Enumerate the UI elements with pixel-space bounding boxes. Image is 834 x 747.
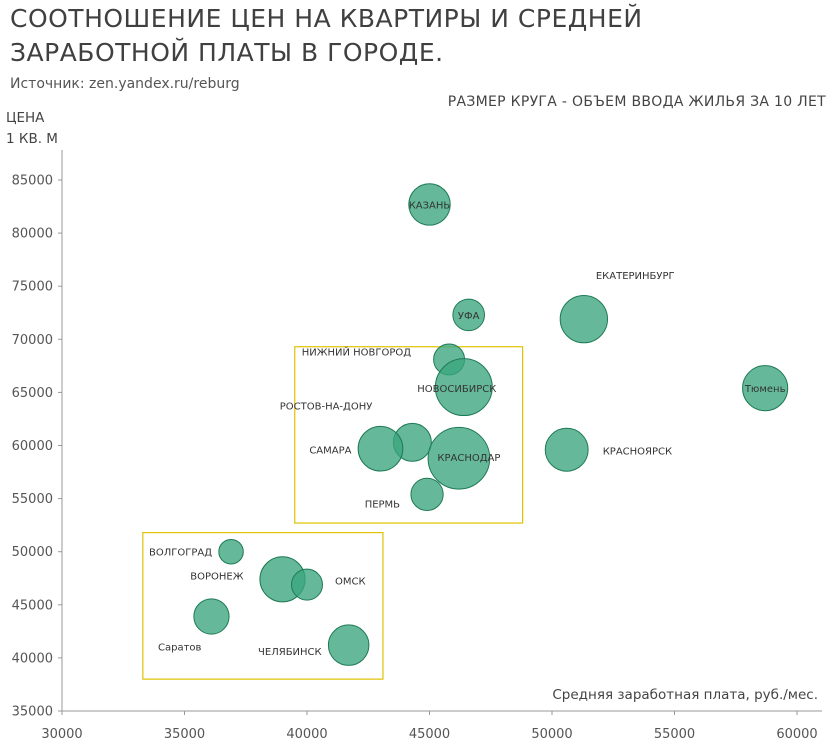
bubble-point: [452, 298, 486, 332]
bubble-point: [408, 183, 451, 226]
bubble-point: [544, 427, 589, 472]
y-tick-label: 60000: [12, 439, 53, 454]
bubble-label: НИЖНИЙ НОВГОРОД: [302, 345, 412, 358]
bubble-label: ВОРОНЕЖ: [190, 571, 243, 582]
x-tick-label: 45000: [409, 727, 450, 742]
bubble-label: ВОЛГОГРАД: [149, 548, 212, 559]
bubble-point: [742, 365, 789, 412]
x-tick-label: 50000: [531, 727, 572, 742]
y-axis-label-line2: 1 КВ. М: [6, 131, 58, 147]
y-tick-label: 85000: [12, 174, 53, 189]
bubble-point: [218, 538, 244, 565]
bubble-point: [193, 598, 230, 635]
bubble-point: [434, 358, 493, 417]
bubble-size-note: РАЗМЕР КРУГА - ОБЪЕМ ВВОДА ЖИЛЬЯ ЗА 10 Л…: [447, 94, 826, 110]
group-box-lower-group: [142, 531, 384, 680]
bubble-label: ЧЕЛЯБИНСК: [258, 647, 322, 658]
bubble-point: [291, 568, 323, 601]
x-tick-label: 60000: [776, 727, 817, 742]
bubble-point: [357, 425, 404, 472]
y-tick-label: 35000: [12, 705, 53, 720]
x-axis-label: Средняя заработная плата, руб./мес.: [552, 687, 818, 703]
y-tick-label: 55000: [12, 492, 53, 507]
bubble-point: [327, 624, 370, 666]
source-note: Источник: zen.yandex.ru/reburg: [10, 76, 240, 92]
y-axis-label: ЦЕНА 1 КВ. М: [6, 108, 58, 150]
y-tick-label: 80000: [12, 227, 53, 242]
y-tick-label: 70000: [12, 333, 53, 348]
bubble-label: НОВОСИБИРСК: [417, 384, 496, 395]
bubble-point: [427, 426, 491, 490]
bubble-label: РОСТОВ-НА-ДОНУ: [280, 401, 373, 412]
y-axis-label-line1: ЦЕНА: [6, 110, 45, 126]
x-tick-label: 30000: [41, 727, 82, 742]
y-tick-label: 40000: [12, 651, 53, 666]
x-tick-label: 40000: [286, 727, 327, 742]
bubble-label: ОМСК: [335, 577, 366, 588]
bubble-label: УФА: [458, 311, 480, 322]
y-tick-label: 50000: [12, 545, 53, 560]
group-box-upper-group: [294, 346, 524, 524]
bubble-label: КРАСНОЯРСК: [603, 447, 672, 458]
bubble-label: ПЕРМЬ: [365, 499, 400, 510]
x-tick-label: 35000: [164, 727, 205, 742]
y-tick-label: 75000: [12, 280, 53, 295]
bubble-point: [410, 477, 444, 511]
bubble-point: [559, 294, 609, 344]
bubble-label: ЕКАТЕРИНБУРГ: [596, 271, 675, 282]
y-tick-label: 45000: [12, 598, 53, 613]
bubble-label: КРАСНОДАР: [437, 453, 500, 464]
bubble-label: Саратов: [158, 642, 202, 653]
x-tick-label: 55000: [654, 727, 695, 742]
y-tick-label: 65000: [12, 386, 53, 401]
bubble-label: Тюмень: [744, 384, 786, 395]
bubble-label: КАЗАНЬ: [409, 200, 451, 211]
chart-title: СООТНОШЕНИЕ ЦЕН НА КВАРТИРЫ И СРЕДНЕЙ ЗА…: [10, 4, 643, 67]
bubble-label: САМАРА: [309, 446, 351, 457]
